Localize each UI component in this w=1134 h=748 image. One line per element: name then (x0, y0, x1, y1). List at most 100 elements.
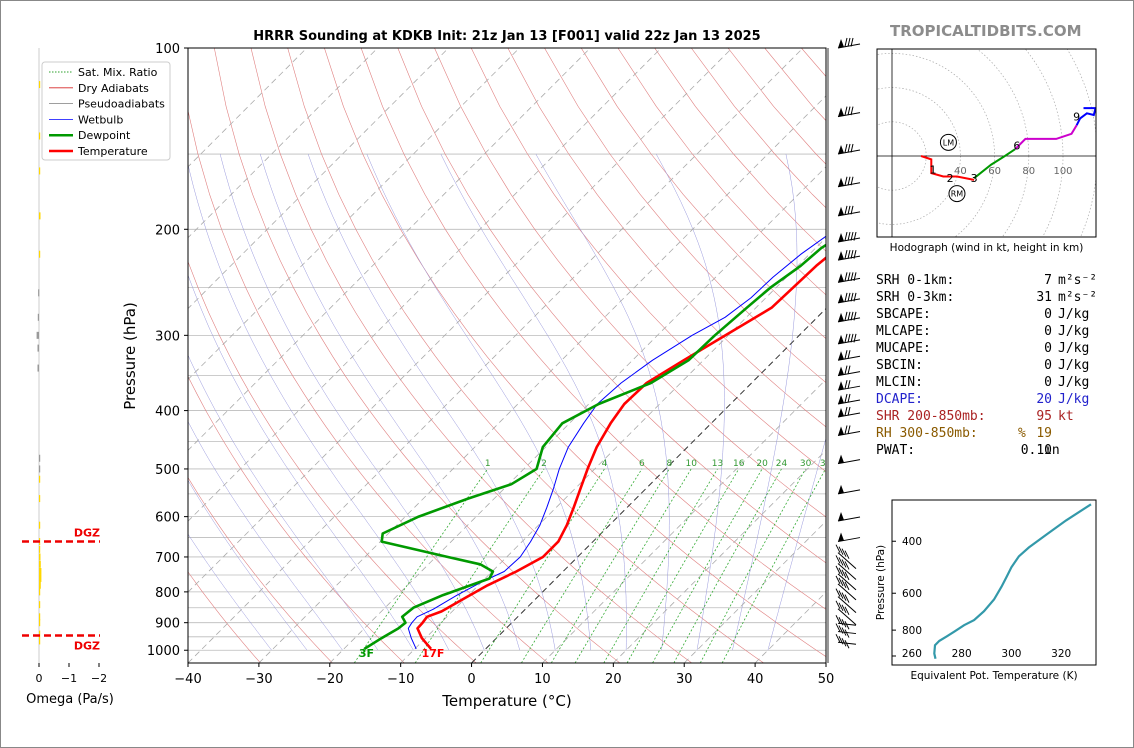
wind-barb (835, 623, 857, 638)
y-tick-label: 1000 (147, 644, 180, 659)
skewt-profiles: 3F 17F (359, 235, 826, 660)
y-tick-label: 200 (155, 223, 180, 238)
hodo-height-label: 9 (1073, 111, 1080, 124)
stat-row: PWAT: 0.10 in (876, 442, 1116, 459)
mixing-ratio-label: 30 (800, 459, 812, 469)
isotherm-line (188, 48, 520, 381)
isotherm-line (188, 48, 378, 239)
moist-adiabat-line (655, 153, 725, 651)
surface-temperature-label: 17F (422, 647, 445, 660)
stat-row: SBCAPE: 0 J/kg (876, 306, 1116, 323)
mixing-ratio-line (603, 468, 718, 663)
stat-label: PWAT: (876, 443, 916, 458)
theta-xlabel: Equivalent Pot. Temperature (K) (910, 670, 1077, 682)
dry-adiabat-line (470, 48, 826, 473)
barb-feather (844, 640, 850, 649)
barb-feather (838, 602, 844, 612)
stat-label: RH 300-850mb: (876, 426, 978, 441)
mixing-ratio-line (550, 468, 670, 663)
stat-row: RH 300-850mb: 19% (876, 425, 1116, 442)
barb-feather (841, 604, 847, 614)
barb-feather (853, 249, 857, 259)
barb-pennant (838, 532, 844, 542)
barb-feather (847, 143, 851, 153)
stat-row: SBCIN: 0 J/kg (876, 357, 1116, 374)
surface-dewpoint-label: 3F (359, 647, 374, 660)
barb-feather (835, 575, 841, 585)
chart-title: HRRR Sounding at KDKB Init: 21z Jan 13 [… (253, 29, 760, 44)
stat-unit: J/kg (1058, 392, 1090, 407)
barb-feather (844, 176, 848, 186)
barb-pennant (838, 273, 844, 283)
legend-label: Pseudoadiabats (78, 98, 165, 111)
stat-label: SHR 200-850mb: (876, 409, 986, 424)
mixing-ratio-label: 4 (602, 459, 608, 469)
mixing-ratio-label: 36 (820, 459, 832, 469)
mixing-ratio-line (699, 468, 806, 663)
y-tick-label: 300 (155, 329, 180, 344)
barb-feather (835, 634, 841, 643)
x-tick-label: 40 (747, 672, 764, 687)
barb-feather (844, 606, 850, 616)
moist-adiabat-line (188, 421, 343, 651)
omega-bar (39, 581, 41, 589)
mixing-ratio-label: 1 (485, 459, 491, 469)
omega-bar (39, 574, 42, 582)
barb-feather (847, 406, 851, 416)
barb-feather (850, 37, 854, 47)
mixing-ratio-label: 24 (776, 459, 788, 469)
x-tick-label: 0 (467, 672, 475, 687)
barb-feather (844, 143, 848, 153)
stat-row: DCAPE: 20 J/kg (876, 391, 1116, 408)
barb-feather (850, 143, 854, 153)
isotherm-line (188, 48, 449, 310)
stat-unit: m²s⁻² (1058, 290, 1098, 305)
legend-label: Dewpoint (78, 129, 131, 142)
barb-pennant (838, 39, 844, 48)
barb-shaft (837, 573, 857, 591)
barb-feather (847, 205, 851, 215)
omega-bar (37, 313, 39, 321)
dry-adiabat-line (188, 260, 477, 663)
hodo-segment (1075, 107, 1096, 126)
barb-pennant (838, 426, 844, 436)
barb-feather (844, 333, 848, 343)
omega-bar (39, 495, 41, 503)
barb-feather (835, 600, 841, 610)
stat-row: MLCAPE: 0 J/kg (876, 323, 1116, 340)
dry-adiabat-line (188, 109, 549, 663)
barb-feather (850, 311, 854, 321)
barb-feather (841, 559, 847, 568)
theta-frame (891, 499, 1097, 666)
stat-unit: J/kg (1058, 307, 1090, 322)
stat-row: SRH 0-1km: 7 m²s⁻² (876, 272, 1116, 289)
hodo-segment (973, 148, 1016, 179)
hodograph-panel: 40 60 80 100 12 3 6 9 LM RM Hodograph (wind in kt,… (876, 48, 1097, 254)
theta-y-tick-label: 800 (902, 625, 922, 637)
barb-pennant (838, 394, 844, 404)
barb-pennant (838, 454, 844, 464)
barb-shaft (837, 552, 857, 570)
x-tick-label: 50 (818, 672, 835, 687)
barb-shaft (837, 583, 857, 601)
x-tick-label: −40 (174, 672, 201, 687)
omega-x-tick-label: −2 (91, 672, 107, 685)
mixing-ratio-line (521, 468, 643, 663)
stat-label: MLCIN: (876, 375, 923, 390)
brand-watermark: TROPICALTIDBITS.COM (890, 22, 1082, 40)
theta-e-panel: 260 280 300 320 400 600 800 Equivalent Pot. Tem… (875, 499, 1097, 682)
wind-barb (837, 311, 861, 323)
stat-value: 7 (1044, 273, 1052, 288)
barb-feather (847, 425, 851, 435)
barb-feather (838, 636, 844, 645)
barb-feather (844, 561, 850, 570)
stat-label: SBCAPE: (876, 307, 931, 322)
stat-unit: J/kg (1058, 375, 1090, 390)
stat-unit: in (1044, 443, 1060, 458)
barb-feather (844, 249, 848, 259)
storm-motion-label: LM (943, 138, 954, 147)
omega-x-tick-label: 0 (36, 672, 43, 685)
barb-feather (841, 619, 847, 628)
y-tick-label: 100 (155, 42, 180, 57)
